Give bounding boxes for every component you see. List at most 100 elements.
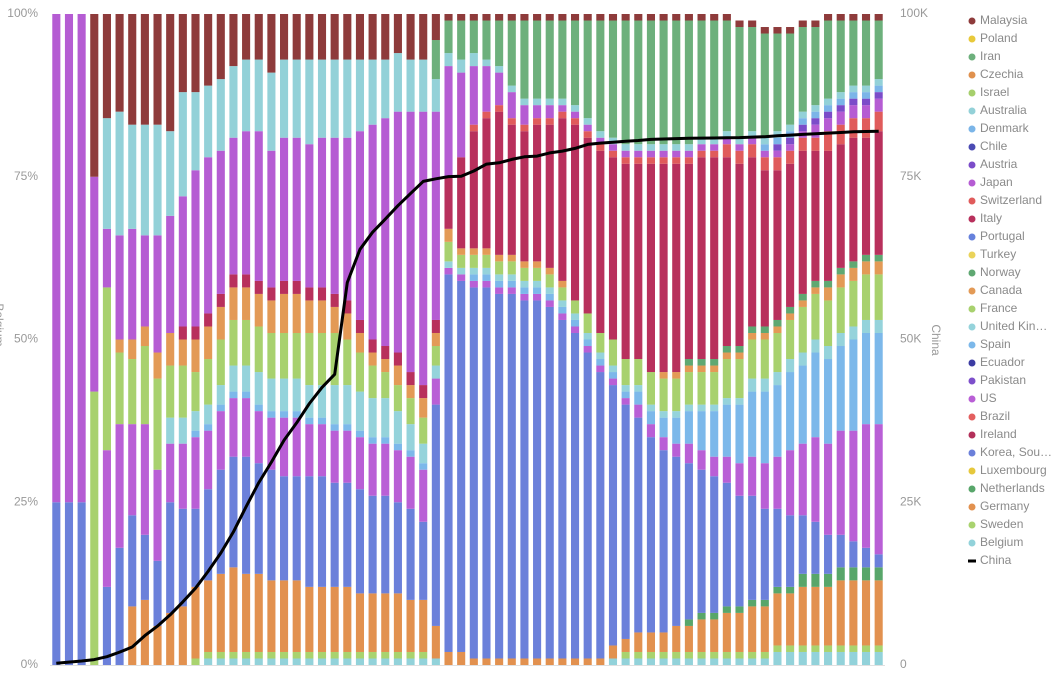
- bar-segment: [861, 254, 871, 262]
- bar-segment: [773, 137, 782, 145]
- bar-segment: [874, 567, 883, 581]
- bar-segment: [710, 372, 719, 405]
- legend-label: Japan: [980, 175, 1013, 189]
- bar-segment: [735, 495, 744, 607]
- bar-segment: [697, 658, 706, 665]
- bar-segment: [419, 385, 428, 399]
- bar-segment: [583, 131, 592, 138]
- legend-label: Poland: [980, 31, 1017, 45]
- y-axis-title: Belgium: [0, 303, 6, 346]
- bar-segment: [608, 385, 618, 646]
- bar-segment: [798, 300, 807, 307]
- bar-segment: [254, 463, 263, 574]
- bar-segment: [229, 391, 238, 399]
- bar-segment: [280, 137, 289, 281]
- bar-segment: [773, 508, 782, 587]
- bar-segment: [381, 346, 390, 360]
- bar-segment: [128, 359, 137, 425]
- bar-segment: [672, 443, 681, 457]
- bar-segment: [381, 118, 390, 347]
- bar-segment: [583, 332, 592, 340]
- bar-segment: [773, 319, 782, 327]
- bar-segment: [343, 14, 352, 60]
- bar-segment: [672, 625, 681, 652]
- bar-segment: [178, 606, 187, 665]
- bar-segment: [216, 651, 225, 659]
- bar-segment: [773, 593, 782, 646]
- bar-segment: [280, 332, 289, 379]
- bar-segment: [684, 658, 693, 665]
- bar-segment: [684, 443, 693, 464]
- bar-segment: [849, 92, 858, 99]
- bar-segment: [735, 404, 744, 464]
- bar-segment: [381, 372, 390, 399]
- bar-segment: [710, 651, 719, 659]
- bar-segment: [431, 404, 440, 626]
- bar-segment: [786, 27, 795, 34]
- bar-segment: [533, 105, 542, 119]
- bar-segment: [368, 59, 377, 125]
- bar-segment: [773, 157, 782, 171]
- bar-segment: [330, 137, 339, 294]
- bar-segment: [520, 105, 529, 125]
- bar-segment: [444, 274, 453, 652]
- bar-segment: [457, 59, 466, 73]
- bar-segment: [748, 651, 757, 659]
- bar-segment: [52, 502, 61, 665]
- bar-segment: [684, 144, 693, 151]
- bar-segment: [583, 339, 592, 347]
- bar-segment: [672, 150, 681, 158]
- bar-segment: [836, 274, 845, 288]
- bar-segment: [457, 267, 466, 275]
- bar-segment: [343, 586, 352, 652]
- bar-segment: [393, 14, 402, 54]
- bar-segment: [469, 131, 478, 249]
- bar-segment: [798, 137, 807, 151]
- bar-segment: [292, 14, 301, 60]
- bar-segment: [406, 658, 415, 665]
- bar-segment: [469, 124, 478, 132]
- bar-segment: [672, 456, 681, 626]
- bar-segment: [533, 261, 542, 268]
- bar-segment: [545, 300, 554, 307]
- bar-segment: [861, 567, 871, 581]
- bar-segment: [621, 14, 630, 21]
- legend-label: US: [980, 391, 997, 405]
- bar-segment: [786, 372, 795, 451]
- bar-segment: [317, 417, 327, 425]
- bar-segment: [824, 105, 833, 112]
- bar-segment: [849, 85, 858, 93]
- bar-segment: [672, 144, 681, 151]
- bar-segment: [254, 280, 263, 294]
- bar-segment: [874, 85, 883, 93]
- bar-segment: [621, 20, 630, 145]
- bar-segment: [204, 424, 213, 431]
- bar-segment: [583, 137, 592, 314]
- bar-segment: [659, 658, 668, 665]
- bar-segment: [406, 450, 415, 457]
- bar-segment: [684, 372, 693, 405]
- bar-segment: [773, 372, 782, 386]
- bar-segment: [317, 14, 327, 60]
- bar-segment: [621, 385, 630, 392]
- bar-segment: [406, 14, 415, 60]
- bar-segment: [861, 20, 871, 86]
- y-tick-label: 0%: [21, 657, 39, 671]
- bar-segment: [836, 105, 845, 112]
- bar-segment: [545, 98, 554, 106]
- bar-segment: [229, 567, 238, 652]
- bar-segment: [216, 404, 225, 412]
- bar-segment: [874, 332, 883, 425]
- bar-segment: [697, 14, 706, 21]
- bar-segment: [748, 27, 757, 132]
- bar-segment: [697, 469, 706, 613]
- bar-segment: [381, 593, 390, 652]
- bar-segment: [520, 20, 529, 99]
- bar-segment: [596, 372, 605, 659]
- bar-segment: [798, 365, 807, 444]
- bar-segment: [216, 14, 225, 80]
- bar-segment: [229, 14, 238, 67]
- bar-segment: [140, 346, 149, 425]
- bar-segment: [317, 476, 327, 587]
- bar-segment: [570, 332, 580, 659]
